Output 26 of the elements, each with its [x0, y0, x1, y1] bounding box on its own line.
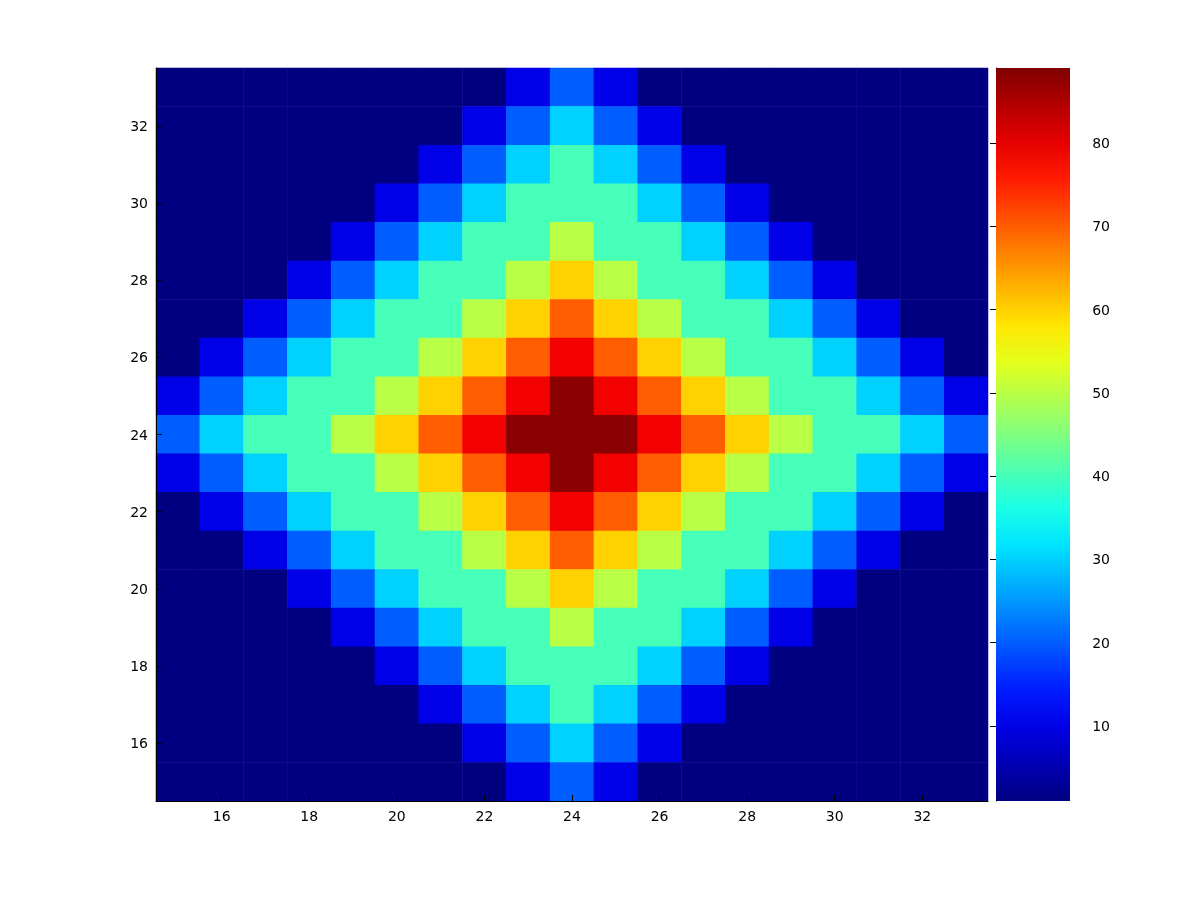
x-tick-label: 26 [650, 808, 669, 824]
y-tick-label: 18 [130, 657, 148, 674]
x-tick-label: 24 [563, 808, 581, 824]
color-bar-label: 50 [1092, 384, 1110, 401]
x-tick-label: 22 [475, 808, 494, 824]
color-bar-label: 80 [1092, 134, 1110, 151]
color-bar-label: 70 [1092, 218, 1110, 235]
y-tick-label: 20 [130, 580, 148, 597]
color-bar-label: 40 [1092, 468, 1110, 485]
x-tick-label: 20 [387, 808, 406, 824]
y-tick-label: 24 [130, 426, 149, 443]
y-tick-label: 22 [130, 503, 148, 520]
color-bar-label: 60 [1092, 301, 1110, 318]
x-tick-label: 30 [825, 808, 844, 824]
color-bar-label: 10 [1092, 718, 1110, 735]
y-tick-label: 30 [130, 195, 148, 212]
color-bar-label: 30 [1092, 551, 1110, 568]
x-tick-label: 16 [212, 808, 231, 824]
x-tick-label: 28 [738, 808, 757, 824]
color-bar-label: 20 [1092, 634, 1110, 651]
y-tick-label: 32 [130, 117, 148, 134]
y-tick-label: 28 [130, 272, 148, 289]
y-tick-label: 26 [130, 349, 149, 366]
x-tick-label: 32 [913, 808, 932, 824]
x-tick-label: 18 [300, 808, 319, 824]
y-tick-label: 16 [130, 735, 149, 752]
